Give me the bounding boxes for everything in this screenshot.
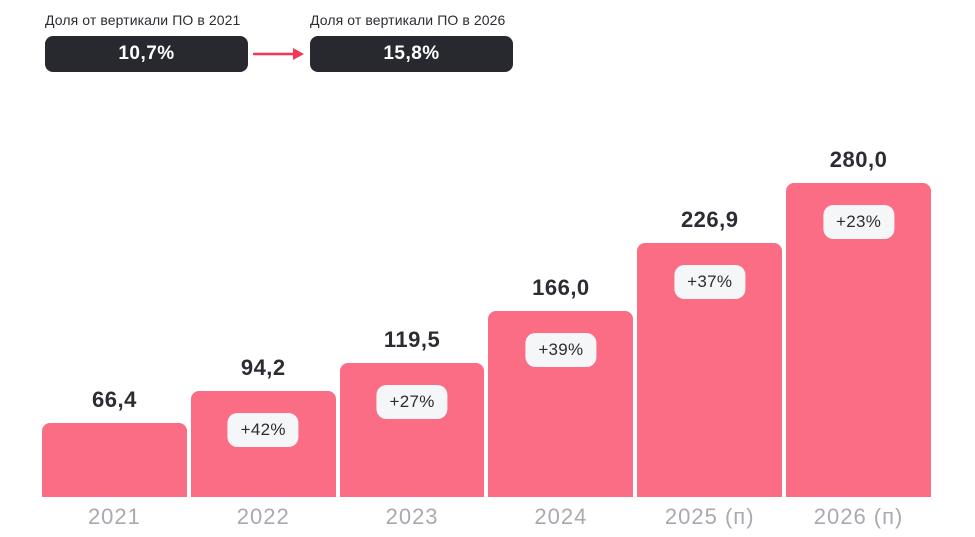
growth-badge: +37%	[674, 265, 746, 299]
bar-2022: +42%	[190, 391, 336, 497]
share-2021-badge: 10,7%	[45, 36, 248, 72]
bar-2025: +37%	[637, 243, 783, 497]
arrow-right-icon	[253, 47, 305, 61]
bar-value-label: 119,5	[383, 327, 441, 352]
x-axis-label-2024: 2024	[534, 504, 588, 529]
x-axis-label-2026: 2026 (п)	[813, 504, 904, 529]
bar-value-label: 226,9	[680, 207, 739, 232]
bar-value-label: 94,2	[240, 355, 286, 380]
growth-badge: +42%	[227, 413, 299, 447]
share-2021-group: Доля от вертикали ПО в 2021 10,7%	[45, 12, 248, 72]
share-2026-value: 15,8%	[383, 43, 440, 64]
arrow-right-svg	[253, 48, 304, 60]
bar-2026: +23%	[786, 183, 931, 497]
bar-group-2026: 280,0 +23% 2026 (п)	[786, 140, 931, 530]
x-axis-label-2022: 2022	[236, 504, 290, 529]
x-axis-label-2025: 2025 (п)	[664, 504, 755, 529]
bar-value-label: 166,0	[532, 275, 590, 300]
bar-2023: +27%	[339, 363, 485, 497]
bar-group-2022: 94,2 +42% 2022	[190, 140, 336, 530]
growth-badge: +39%	[525, 333, 597, 367]
bar-value-label: 66,4	[92, 387, 137, 412]
x-axis-label-2021: 2021	[87, 504, 141, 529]
bar-2021	[42, 423, 187, 497]
share-2026-group: Доля от вертикали ПО в 2026 15,8%	[310, 12, 513, 72]
growth-badge: +23%	[822, 205, 895, 239]
bar-group-2024: 166,0 +39% 2024	[488, 140, 634, 530]
share-2026-badge: 15,8%	[310, 36, 513, 72]
growth-badge: +27%	[376, 385, 448, 419]
bar-group-2021: 66,4 2021	[42, 140, 187, 530]
share-2026-label: Доля от вертикали ПО в 2026	[310, 12, 506, 28]
share-2021-value: 10,7%	[118, 43, 175, 64]
bar-value-label: 280,0	[829, 147, 888, 172]
share-header: Доля от вертикали ПО в 2021 10,7% Доля о…	[45, 12, 513, 72]
share-2021-label: Доля от вертикали ПО в 2021	[45, 12, 241, 28]
software-revenue-bar-chart: 66,4 2021 94,2 +42% 2022 119,5 +27% 2023…	[42, 140, 931, 530]
bar-2024: +39%	[488, 311, 634, 497]
bar-group-2025: 226,9 +37% 2025 (п)	[637, 140, 783, 530]
bar-group-2023: 119,5 +27% 2023	[339, 140, 485, 530]
x-axis-label-2023: 2023	[385, 504, 439, 529]
